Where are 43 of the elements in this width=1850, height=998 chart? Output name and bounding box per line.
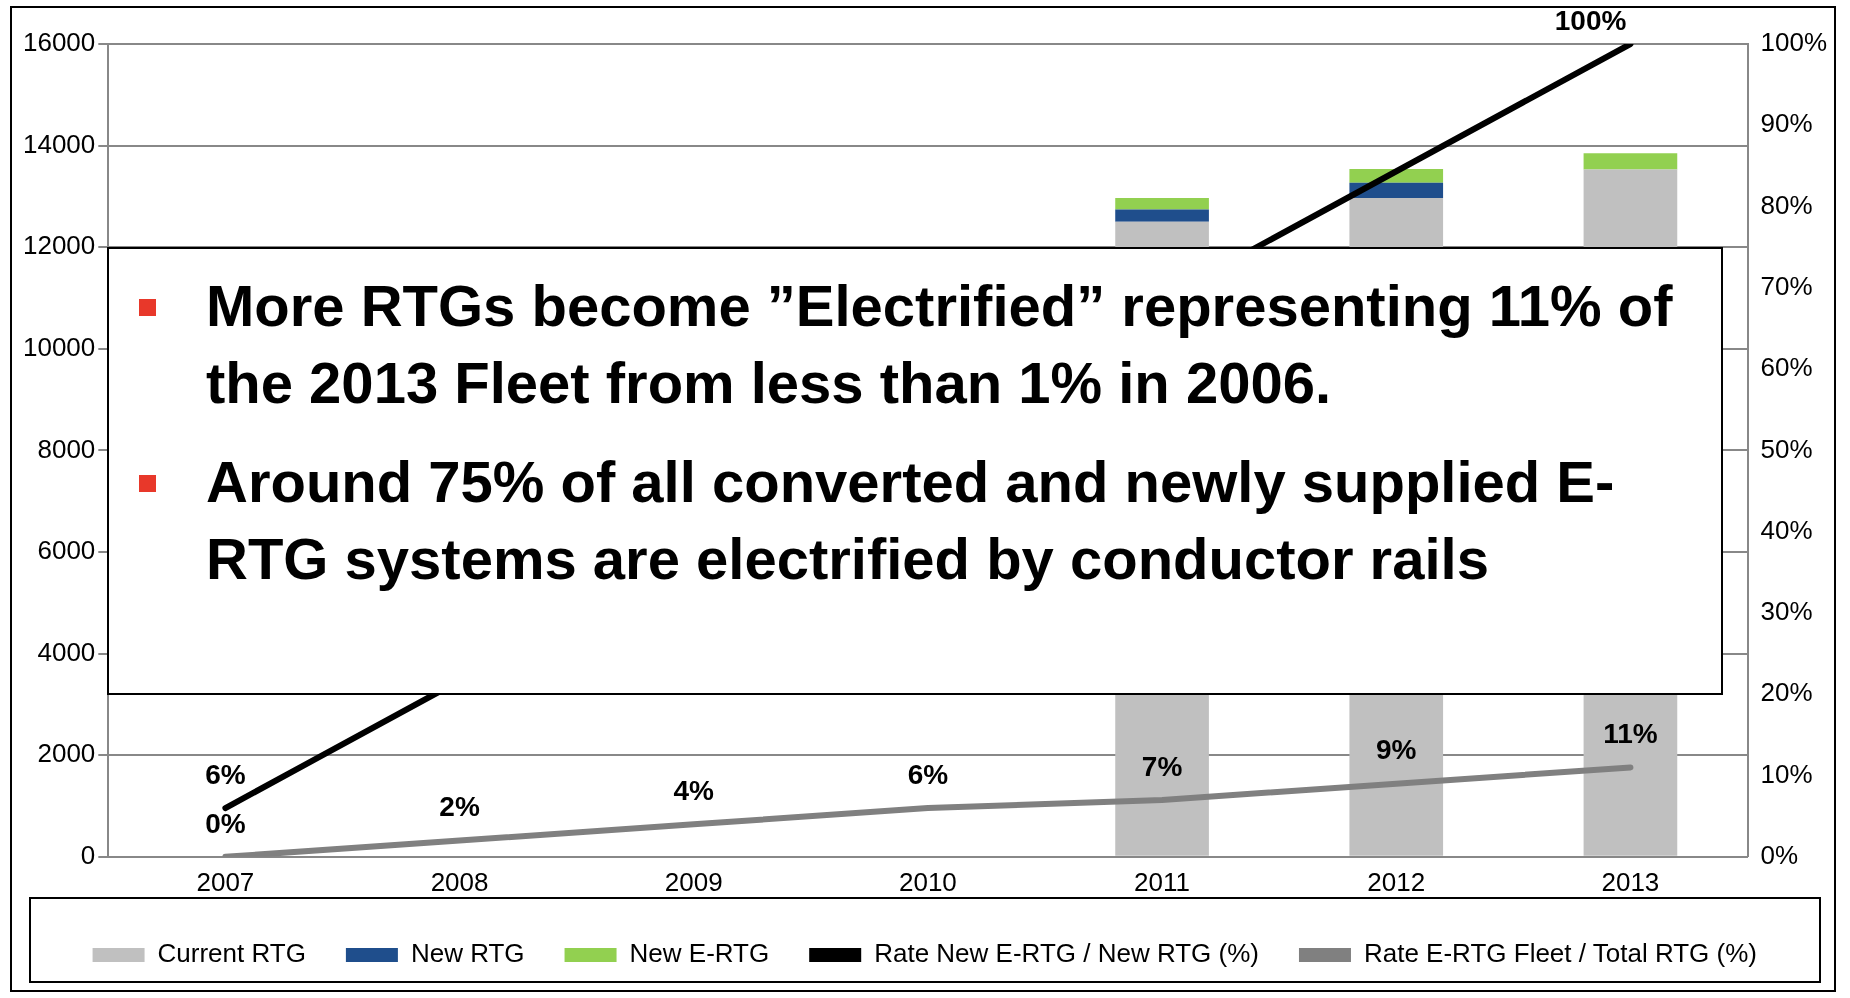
data-label: 100%	[1554, 4, 1627, 36]
y2-tick-label: 70%	[1760, 271, 1813, 302]
x-tick-label: 2007	[196, 866, 255, 897]
data-label: 11%	[1603, 718, 1658, 750]
data-label: 6%	[205, 758, 246, 790]
y-tick-label: 10000	[22, 331, 96, 362]
x-tick-label: 2011	[1134, 866, 1191, 897]
y2-tick-label: 50%	[1760, 433, 1813, 464]
y2-tick-label: 20%	[1760, 677, 1813, 708]
legend-label: Rate New E-RTG / New RTG (%)	[874, 938, 1259, 969]
y2-tick-label: 30%	[1760, 596, 1813, 627]
y2-tick-label: 90%	[1760, 108, 1813, 139]
x-tick-label: 2009	[664, 866, 723, 897]
x-tick-label: 2012	[1367, 866, 1426, 897]
y-tick-label: 4000	[37, 636, 96, 667]
annotation: Around 75% of all converted and newly supplied E-RTG systems are electrified by conductor rails	[206, 448, 1616, 593]
data-label: 7%	[1141, 750, 1183, 782]
y-tick-label: 6000	[37, 535, 96, 566]
y-tick-label: 14000	[22, 128, 96, 159]
x-tick-label: 2008	[430, 866, 489, 897]
legend-label: New RTG	[410, 938, 525, 969]
y-tick-label: 2000	[37, 738, 96, 769]
legend-label: Rate E-RTG Fleet / Total RTG (%)	[1363, 938, 1757, 969]
data-label: 4%	[673, 775, 715, 807]
annotation: More RTGs become ”Electrified” representing 11% of the 2013 Fleet from less than 1% in 2006.	[206, 272, 1674, 417]
legend-label: Current RTG	[157, 938, 306, 969]
y2-tick-label: 10%	[1760, 758, 1813, 789]
x-tick-label: 2013	[1601, 866, 1660, 897]
data-label: 9%	[1376, 734, 1417, 766]
y2-tick-label: 0%	[1760, 839, 1799, 870]
y2-tick-label: 40%	[1760, 514, 1813, 545]
y-tick-label: 0	[80, 839, 96, 870]
data-label: 6%	[907, 758, 949, 790]
data-label: 0%	[205, 807, 246, 839]
legend-label: New E-RTG	[629, 938, 770, 969]
y2-tick-label: 60%	[1760, 352, 1813, 383]
data-label: 2%	[439, 791, 480, 823]
y-tick-label: 12000	[22, 230, 96, 261]
x-tick-label: 2010	[898, 866, 957, 897]
y-tick-label: 8000	[37, 433, 96, 464]
y-tick-label: 16000	[22, 27, 96, 58]
y2-tick-label: 80%	[1760, 189, 1813, 220]
y2-tick-label: 100%	[1760, 27, 1827, 58]
